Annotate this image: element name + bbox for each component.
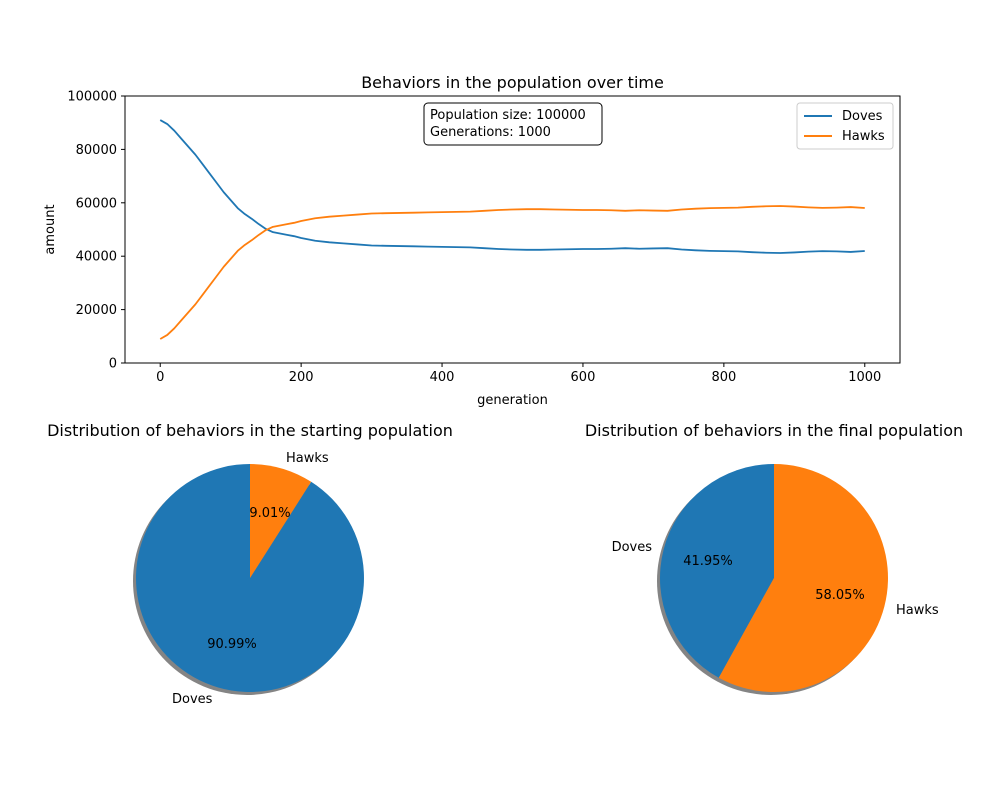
info-box: Population size: 100000 Generations: 100…: [423, 102, 603, 146]
x-axis-ticks: 0 200 400 600 800 1000: [156, 363, 881, 385]
x-tick-label: 600: [571, 370, 596, 385]
start-pie-label-hawks: Hawks: [286, 451, 329, 466]
legend: Doves Hawks: [796, 102, 894, 150]
legend-label-hawks: Hawks: [842, 129, 885, 144]
start-pie-pct-hawks: 9.01%: [249, 506, 290, 521]
y-tick-label: 40000: [76, 250, 117, 265]
final-pie-area: [657, 464, 888, 695]
start-pie-title: Distribution of behaviors in the startin…: [47, 421, 453, 440]
final-pie-pct-doves: 41.95%: [683, 554, 733, 569]
y-tick-label: 60000: [76, 196, 117, 211]
pie-slice-doves: [135, 464, 364, 693]
x-tick-label: 400: [430, 370, 455, 385]
x-tick-label: 0: [156, 370, 164, 385]
y-axis-ticks: 0 20000 40000 60000 80000 100000: [67, 90, 125, 372]
series-line-doves: [159, 119, 865, 254]
x-tick-label: 200: [289, 370, 314, 385]
y-tick-label: 100000: [67, 90, 117, 105]
pie-slice-hawks: [718, 464, 888, 692]
y-tick-label: 0: [109, 357, 117, 372]
info-box-frame: [423, 102, 603, 146]
legend-label-doves: Doves: [842, 109, 883, 124]
start-pie-pct-doves: 90.99%: [207, 637, 257, 652]
series-line-hawks: [159, 205, 865, 340]
x-tick-label: 1000: [848, 370, 881, 385]
y-axis-label: amount: [43, 204, 58, 254]
final-pie-title: Distribution of behaviors in the final p…: [585, 421, 963, 440]
start-pie-label-doves: Doves: [172, 692, 213, 707]
y-tick-label: 80000: [76, 143, 117, 158]
legend-frame: [796, 102, 894, 150]
final-pie-label-doves: Doves: [612, 540, 653, 555]
x-tick-label: 800: [711, 370, 736, 385]
start-pie-area: [133, 464, 364, 695]
final-pie-pct-hawks: 58.05%: [815, 588, 865, 603]
x-axis-label: generation: [477, 393, 548, 408]
line-chart-title: Behaviors in the population over time: [361, 73, 664, 92]
line-chart-frame: [124, 95, 901, 364]
info-population-size: Population size: 100000: [430, 108, 586, 123]
start-pie-chart: Distribution of behaviors in the startin…: [47, 421, 453, 707]
pie-slice-hawks: [250, 464, 312, 578]
line-plot-area: [159, 119, 865, 340]
final-pie-chart: Distribution of behaviors in the final p…: [585, 421, 963, 695]
info-generations: Generations: 1000: [430, 125, 551, 140]
final-pie-label-hawks: Hawks: [896, 603, 939, 618]
line-chart: Behaviors in the population over time 0 2…: [43, 73, 901, 408]
y-tick-label: 20000: [76, 303, 117, 318]
pie-slice-doves: [659, 464, 774, 678]
